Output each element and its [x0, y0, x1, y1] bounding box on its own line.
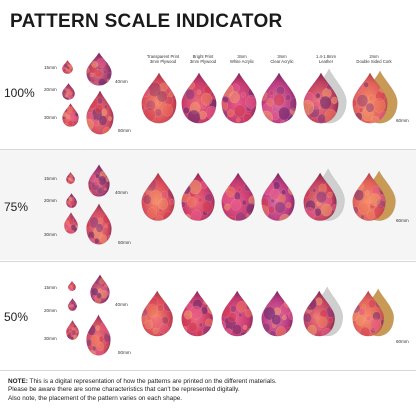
size-sample	[62, 60, 73, 74]
column-header-white-acrylic: 3mm White Acrylic	[230, 54, 254, 64]
size-sample	[86, 90, 114, 135]
size-label-50mm: 50mm	[118, 128, 131, 133]
size-sample	[86, 52, 112, 86]
bright-plywood-sample	[181, 72, 217, 124]
scale-label-50: 50%	[4, 310, 29, 324]
leather-sample	[303, 290, 335, 337]
white-acrylic-sample	[221, 290, 253, 337]
size-sample	[62, 103, 79, 127]
size-sample	[66, 320, 79, 340]
size-label-20mm: 20mm	[44, 308, 57, 313]
size-label-60mm: 60mm	[396, 118, 409, 123]
size-label-30mm: 30mm	[44, 336, 57, 341]
transparent-plywood-sample	[141, 172, 175, 221]
size-label-15mm: 15mm	[44, 65, 57, 70]
column-header-transparent-plywood: Transparent Print 3mm Plywood	[146, 54, 180, 64]
size-label-50mm: 50mm	[118, 350, 131, 355]
column-header-clear-acrylic: 3mm Clear Acrylic	[270, 54, 294, 64]
size-label-40mm: 40mm	[115, 79, 128, 84]
size-label-20mm: 20mm	[44, 87, 57, 92]
clear-acrylic-sample	[261, 290, 293, 337]
column-header-cork: 2mm Double Sided Cork	[356, 54, 392, 64]
size-label-20mm: 20mm	[44, 198, 57, 203]
separator	[0, 370, 416, 371]
size-label-30mm: 30mm	[44, 115, 57, 120]
white-acrylic-sample	[221, 72, 257, 124]
size-sample	[86, 203, 112, 245]
separator	[0, 149, 416, 150]
clear-acrylic-sample	[261, 72, 297, 124]
page-title: PATTERN SCALE INDICATOR	[10, 11, 283, 32]
column-header-leather: 1.4-1.8mm Leather	[315, 54, 336, 64]
cork-sample	[352, 72, 388, 124]
size-sample	[64, 212, 78, 234]
column-header-bright-plywood: Bright Print 3mm Plywood	[189, 54, 217, 64]
white-acrylic-sample	[221, 172, 255, 221]
size-label-15mm: 15mm	[44, 285, 57, 290]
bright-plywood-sample	[181, 290, 213, 337]
size-sample	[62, 83, 75, 100]
bright-plywood-sample	[181, 172, 215, 221]
separator	[0, 261, 416, 262]
size-label-15mm: 15mm	[44, 176, 57, 181]
size-label-40mm: 40mm	[115, 190, 128, 195]
size-sample	[68, 298, 77, 311]
size-sample	[86, 314, 111, 356]
size-sample	[88, 164, 110, 197]
size-sample	[66, 193, 77, 208]
size-sample	[66, 172, 75, 184]
scale-label-100: 100%	[4, 86, 35, 100]
leather-sample	[303, 72, 339, 124]
cork-sample	[352, 290, 384, 337]
footnote: NOTE: This is a digital representation o…	[8, 378, 277, 402]
size-label-60mm: 60mm	[396, 218, 409, 223]
clear-acrylic-sample	[261, 172, 295, 221]
size-sample	[90, 274, 110, 304]
size-sample	[68, 281, 76, 291]
scale-label-75: 75%	[4, 200, 29, 214]
cork-sample	[352, 172, 386, 221]
size-label-50mm: 50mm	[118, 240, 131, 245]
leather-sample	[303, 172, 337, 221]
size-label-60mm: 60mm	[396, 339, 409, 344]
size-label-40mm: 40mm	[115, 302, 128, 307]
size-label-30mm: 30mm	[44, 232, 57, 237]
transparent-plywood-sample	[141, 290, 173, 337]
transparent-plywood-sample	[141, 72, 177, 124]
